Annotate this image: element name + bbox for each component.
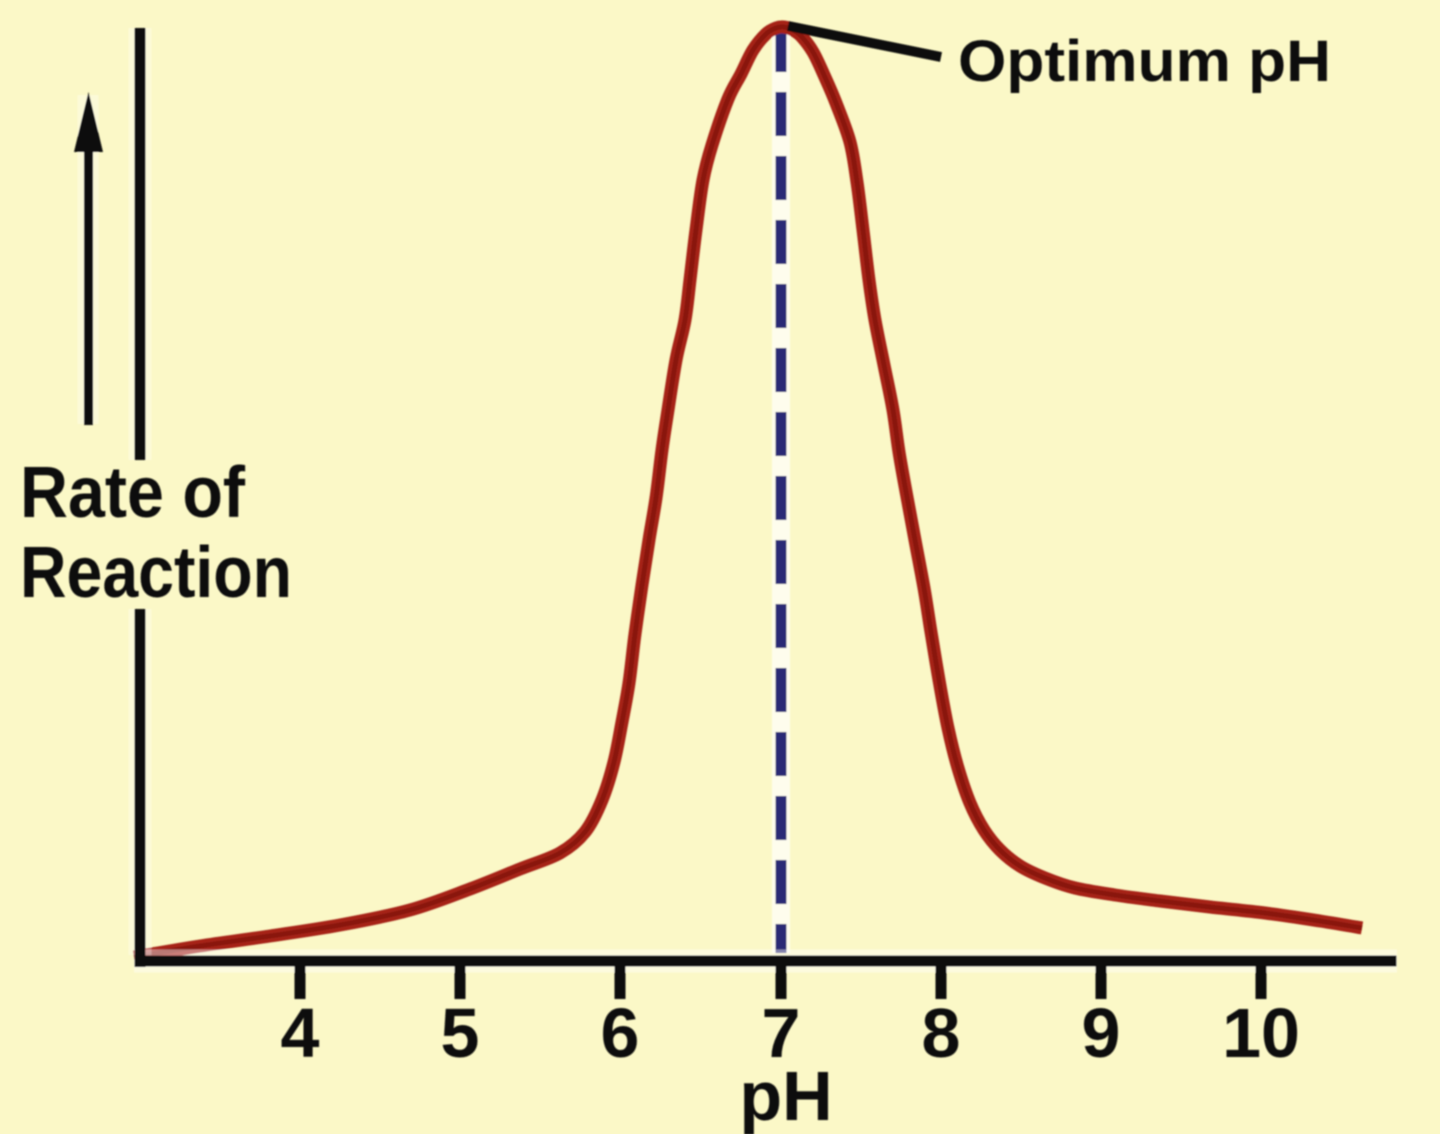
svg-text:pH: pH bbox=[739, 1057, 832, 1134]
svg-text:7: 7 bbox=[762, 994, 801, 1072]
svg-text:9: 9 bbox=[1082, 994, 1121, 1072]
svg-text:Optimum pH: Optimum pH bbox=[958, 29, 1331, 94]
svg-text:10: 10 bbox=[1222, 994, 1300, 1072]
svg-text:Rate of: Rate of bbox=[20, 453, 246, 533]
svg-text:Reaction: Reaction bbox=[20, 533, 292, 613]
svg-text:8: 8 bbox=[922, 994, 961, 1072]
svg-text:4: 4 bbox=[281, 994, 320, 1072]
svg-text:5: 5 bbox=[441, 994, 480, 1072]
svg-text:6: 6 bbox=[601, 994, 640, 1072]
